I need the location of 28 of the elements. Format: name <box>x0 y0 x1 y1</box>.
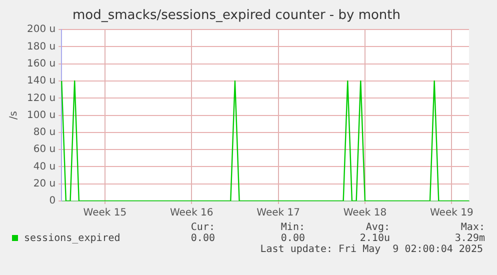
x-tick-label: Week 15 <box>83 208 127 219</box>
y-tick-label: 40 u <box>33 161 56 172</box>
y-axis-title: /s <box>8 111 20 120</box>
text: Avg: <box>364 222 390 233</box>
x-tick-label: Week 19 <box>430 208 474 219</box>
y-tick-label: 80 u <box>33 127 56 138</box>
y-tick-label: 20 u <box>33 178 56 190</box>
y-tick-label: 200 u <box>26 24 56 36</box>
y-tick-label: 0 <box>49 196 56 207</box>
text: 2.10u <box>358 233 390 244</box>
y-tick-label: 160 u <box>26 58 56 70</box>
y-tick-label: 180 u <box>26 41 56 52</box>
text: Cur: <box>190 222 215 233</box>
x-tick-label: Week 17 <box>256 208 300 219</box>
text: 0.00 <box>190 233 215 244</box>
text: Min: <box>280 222 305 233</box>
y-tick-label: 60 u <box>33 144 56 156</box>
text: Max: <box>460 222 485 233</box>
y-tick-label: 100 u <box>26 110 56 121</box>
legend-label: sessions_expired <box>24 233 120 244</box>
text: 0.00 <box>280 233 305 244</box>
x-tick-label: Week 16 <box>170 208 214 219</box>
x-tick-label: Week 18 <box>343 208 387 219</box>
chart-title: mod_smacks/sessions_expired counter - by month <box>72 8 401 24</box>
text: 3.29m <box>454 233 485 244</box>
y-tick-label: 140 u <box>26 76 56 87</box>
text: Last update: Fri May 9 02:00:04 2025 <box>259 244 484 255</box>
y-tick-label: 120 u <box>26 92 56 104</box>
